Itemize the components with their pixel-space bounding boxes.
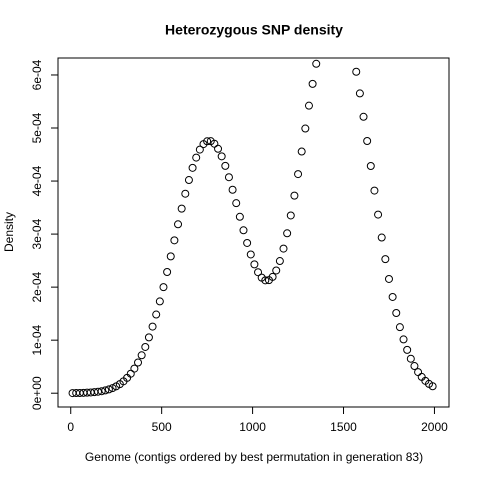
- y-tick-label: 5e-04: [30, 112, 44, 143]
- point: [239, 226, 248, 235]
- point: [246, 250, 255, 259]
- point: [374, 210, 383, 219]
- y-tick-label: 0e+00: [30, 376, 44, 410]
- point: [297, 147, 306, 156]
- y-tick-label: 6e-04: [30, 59, 44, 90]
- point: [195, 145, 204, 154]
- point: [406, 354, 415, 363]
- point: [370, 186, 379, 195]
- point: [286, 211, 295, 220]
- point: [327, 8, 334, 15]
- point: [250, 260, 259, 269]
- point: [170, 236, 179, 245]
- point: [243, 238, 252, 247]
- x-tick-label: 2000: [421, 420, 448, 434]
- point: [352, 67, 361, 76]
- point: [331, 5, 338, 12]
- point: [338, 10, 345, 17]
- point: [301, 124, 310, 133]
- point: [130, 364, 139, 373]
- point: [214, 144, 223, 153]
- point: [134, 358, 143, 367]
- point: [261, 276, 270, 285]
- point: [166, 252, 175, 261]
- point: [203, 137, 212, 146]
- point: [137, 351, 146, 360]
- point: [335, 5, 342, 12]
- point: [101, 386, 110, 395]
- point: [254, 268, 263, 277]
- point: [312, 59, 321, 68]
- point: [283, 229, 292, 238]
- point: [152, 310, 161, 319]
- point: [275, 257, 284, 266]
- point: [108, 384, 117, 393]
- point: [94, 387, 103, 396]
- point: [141, 342, 150, 351]
- point: [155, 297, 164, 306]
- y-tick-label: 1e-04: [30, 325, 44, 356]
- x-tick-label: 0: [67, 420, 74, 434]
- point: [104, 385, 113, 394]
- point: [272, 266, 281, 275]
- y-tick-label: 3e-04: [30, 218, 44, 249]
- y-axis-label: Density: [2, 212, 16, 252]
- point: [399, 335, 408, 344]
- point: [349, 49, 356, 56]
- point: [304, 101, 313, 110]
- point: [224, 173, 233, 182]
- point: [388, 292, 397, 301]
- point: [163, 268, 172, 277]
- point: [279, 244, 288, 253]
- point: [181, 189, 190, 198]
- point: [235, 212, 244, 221]
- point: [184, 176, 193, 185]
- point: [177, 204, 186, 213]
- point: [148, 322, 157, 331]
- point: [221, 161, 230, 170]
- point: [294, 170, 303, 179]
- point: [308, 79, 317, 88]
- point: [395, 323, 404, 332]
- x-tick-label: 1500: [330, 420, 357, 434]
- point: [359, 112, 368, 121]
- point: [403, 345, 412, 354]
- point: [126, 369, 135, 378]
- point: [268, 272, 277, 281]
- point: [316, 42, 323, 49]
- point: [192, 153, 201, 162]
- x-axis-label: Genome (contigs ordered by best permutat…: [85, 450, 423, 464]
- point: [428, 382, 437, 391]
- y-tick-label: 2e-04: [30, 271, 44, 302]
- point: [97, 387, 106, 396]
- x-tick-label: 1000: [239, 420, 266, 434]
- point: [410, 362, 419, 371]
- y-tick-label: 4e-04: [30, 165, 44, 196]
- point: [414, 368, 423, 377]
- point: [290, 191, 299, 200]
- point: [363, 137, 372, 146]
- chart-title: Heterozygous SNP density: [165, 22, 343, 38]
- plot-box: [57, 57, 450, 408]
- point: [392, 309, 401, 318]
- point: [384, 274, 393, 283]
- point: [377, 233, 386, 242]
- point: [228, 185, 237, 194]
- point: [144, 333, 153, 342]
- point: [188, 163, 197, 172]
- point: [159, 283, 168, 292]
- point: [174, 220, 183, 229]
- x-tick-label: 500: [152, 420, 172, 434]
- point: [345, 33, 352, 40]
- point: [217, 152, 226, 161]
- points: [68, 5, 437, 398]
- point: [381, 255, 390, 264]
- point: [232, 199, 241, 208]
- point: [355, 89, 364, 98]
- point: [366, 161, 375, 170]
